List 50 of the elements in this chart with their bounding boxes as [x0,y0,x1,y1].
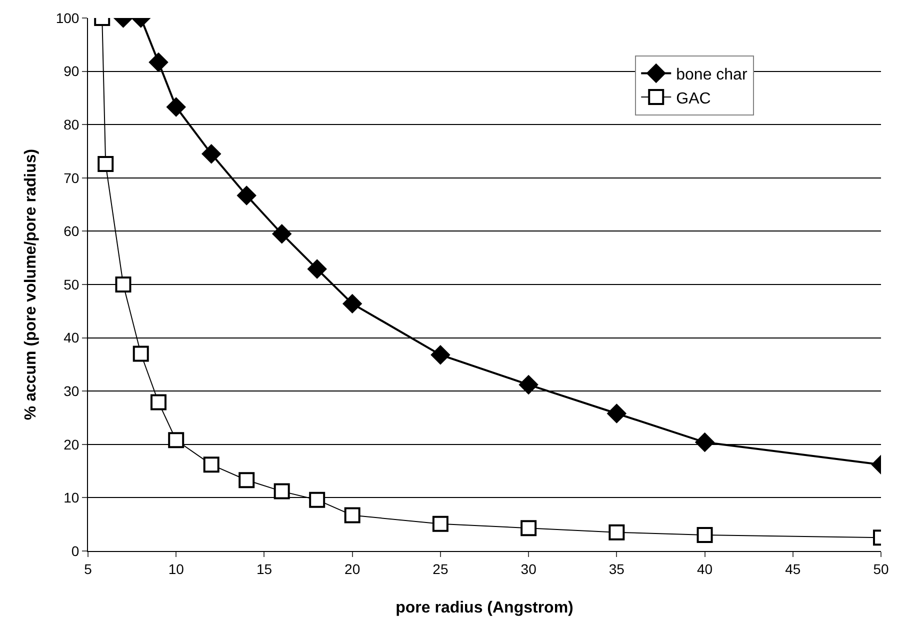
y-axis-title: % accum (pore volume/pore radius) [22,148,40,420]
point [695,432,714,452]
point [344,507,360,524]
point [238,472,255,488]
point [519,375,538,394]
point [115,276,132,292]
x-tick-label: 30 [520,560,537,577]
point [309,492,326,508]
y-tick-label: 40 [64,330,80,346]
point [98,156,114,172]
x-tick-label: 10 [168,560,184,577]
y-tick-label: 50 [64,276,80,292]
x-tick-label: 25 [432,560,448,577]
point [274,483,290,500]
y-tick-label: 10 [64,490,80,506]
point [342,294,362,314]
point [520,520,537,536]
y-tick-label: 60 [64,223,80,240]
x-tick-label: 15 [256,560,272,577]
point [150,394,166,410]
point [308,260,327,278]
y-tick-label: 30 [64,383,80,399]
point [432,516,448,532]
point [166,98,186,116]
y-tick-label: 70 [64,170,80,186]
legend-label: bone char [676,66,748,84]
x-tick-label: 50 [873,560,889,577]
point [203,456,220,473]
legend-label: GAC [676,90,711,108]
x-tick-label: 5 [84,560,92,577]
point [168,432,184,448]
point [607,404,626,423]
x-tick-label: 20 [344,560,360,577]
point [202,144,221,164]
point [272,224,292,244]
point [132,346,149,362]
x-tick-label: 35 [608,560,625,577]
y-tick-label: 0 [71,542,80,559]
y-tick-label: 20 [64,436,80,452]
x-tick-label: 45 [785,560,801,577]
y-tick-label: 80 [64,116,80,132]
point [237,186,256,205]
point [696,527,713,544]
x-axis-title: pore radius (Angstrom) [396,600,574,616]
x-tick-label: 40 [696,560,713,577]
point [608,524,625,540]
point [149,52,168,72]
point [430,345,450,364]
y-tick-label: 90 [64,63,80,80]
y-tick-label: 100 [56,10,80,26]
